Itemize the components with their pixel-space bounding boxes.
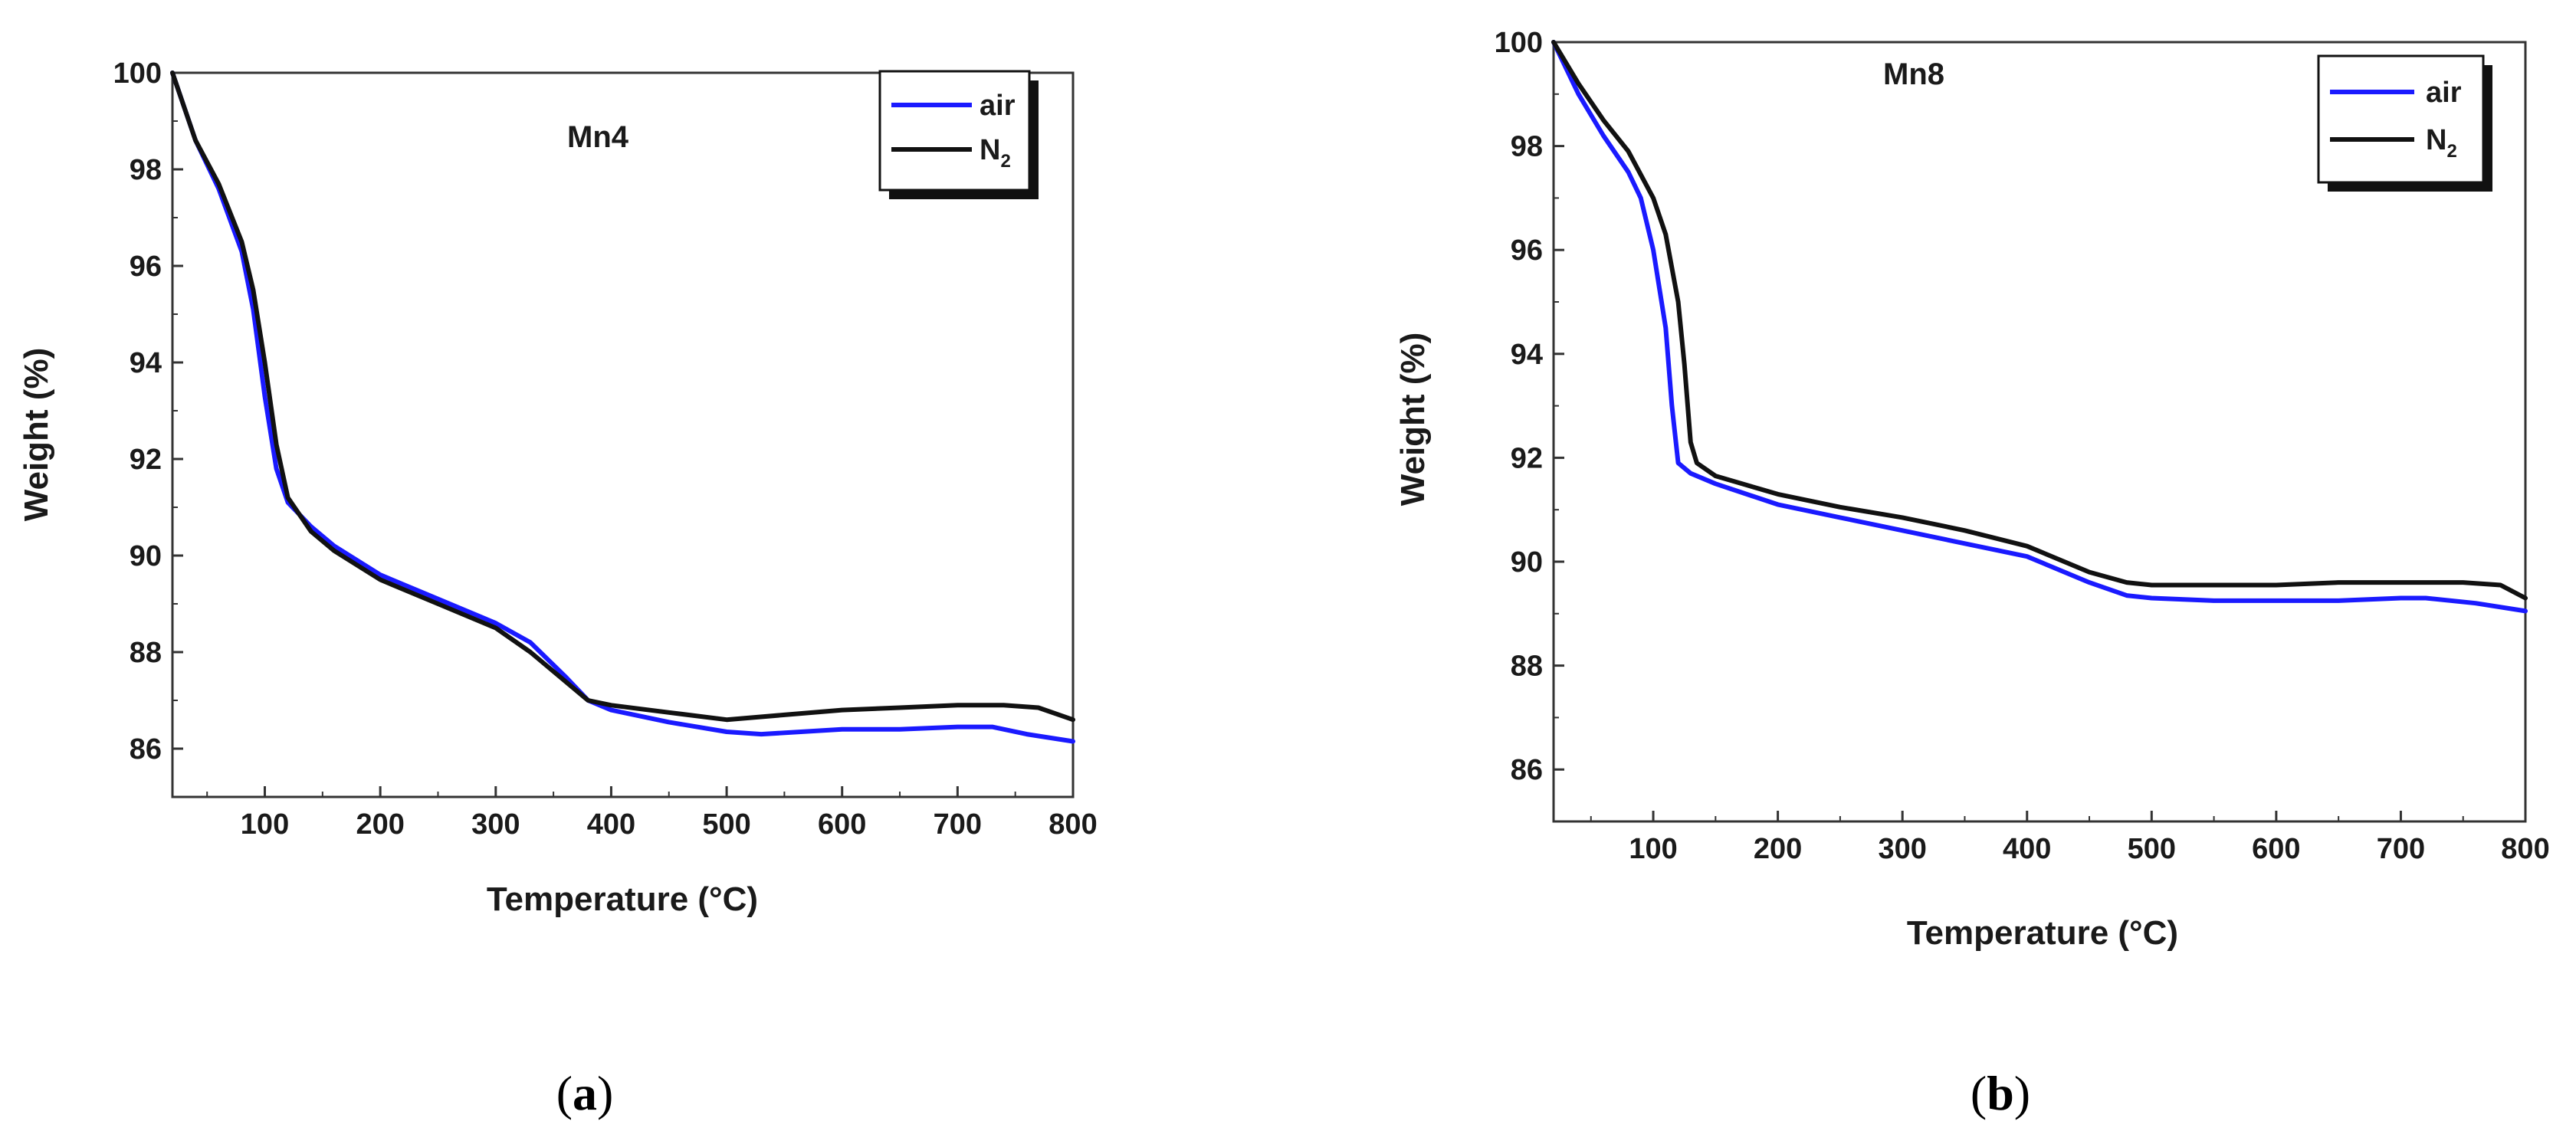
y-axis-ticks: 86 88 90 92 94 96 98 100 xyxy=(1495,27,1564,822)
y-tick-label: 100 xyxy=(1495,27,1543,59)
legend-box xyxy=(2317,54,2485,184)
x-tick-label: 500 xyxy=(702,808,750,841)
panel-caption-a: (a) xyxy=(556,1066,614,1120)
caption-letter: a xyxy=(573,1066,597,1120)
x-axis-ticks: 100 200 300 400 500 600 700 800 xyxy=(206,786,1098,841)
x-axis-ticks: 100 200 300 400 500 600 700 800 xyxy=(1590,811,2550,865)
x-tick-label: 400 xyxy=(2003,833,2051,865)
x-tick-label: 600 xyxy=(818,808,866,841)
plot-frame xyxy=(171,71,1075,798)
x-tick-label: 800 xyxy=(2501,833,2549,865)
legend-label-n2: N2 xyxy=(980,134,1011,172)
chart-panel-b: 100 200 300 400 500 600 700 800 86 88 90 92 94 96 98 1… xyxy=(1394,27,2550,952)
y-tick-label: 96 xyxy=(1511,234,1543,267)
y-axis-label: Weight (%) xyxy=(18,348,55,522)
legend-label-n2-sub: 2 xyxy=(1000,151,1010,172)
caption-paren: ( xyxy=(556,1066,573,1120)
chart-title: Mn8 xyxy=(1883,57,1944,91)
y-tick-label: 86 xyxy=(1511,754,1543,786)
y-tick-label: 90 xyxy=(1511,546,1543,579)
y-tick-label: 88 xyxy=(130,637,162,669)
legend-label-n2-sub: 2 xyxy=(2446,141,2456,162)
y-tick-label: 86 xyxy=(130,733,162,766)
chart-panel-a: 100 200 300 400 500 600 700 800 86 88 90 92 94 96 98 1… xyxy=(18,57,1098,918)
chart-title: Mn4 xyxy=(567,120,629,154)
legend: air N2 xyxy=(878,70,1039,199)
x-tick-label: 600 xyxy=(2252,833,2300,865)
y-tick-label: 94 xyxy=(1511,339,1543,371)
y-tick-label: 100 xyxy=(113,57,162,90)
caption-letter: b xyxy=(1987,1066,2014,1120)
y-tick-label: 98 xyxy=(1511,131,1543,163)
legend: air N2 xyxy=(2317,54,2492,192)
legend-label-n2: N2 xyxy=(2426,124,2457,162)
legend-label-n2-main: N xyxy=(980,134,1000,166)
legend-label-n2-main: N xyxy=(2426,124,2446,156)
x-tick-label: 100 xyxy=(1629,833,1677,865)
x-tick-label: 200 xyxy=(356,808,404,841)
x-tick-label: 800 xyxy=(1048,808,1097,841)
y-tick-label: 88 xyxy=(1511,651,1543,683)
legend-label-air: air xyxy=(980,90,1016,122)
y-tick-label: 92 xyxy=(130,444,162,476)
x-tick-label: 100 xyxy=(241,808,289,841)
x-tick-label: 700 xyxy=(934,808,982,841)
y-tick-label: 98 xyxy=(130,154,162,186)
caption-paren: ) xyxy=(597,1066,613,1120)
series-line-n2 xyxy=(1551,40,2528,601)
data-lines xyxy=(1551,40,2528,614)
y-tick-label: 94 xyxy=(130,347,162,379)
data-lines xyxy=(170,70,1075,744)
caption-paren: ( xyxy=(1971,1066,1987,1120)
y-axis-ticks: 86 88 90 92 94 96 98 100 xyxy=(113,57,183,798)
series-line-air xyxy=(1551,40,2528,614)
x-tick-label: 400 xyxy=(587,808,635,841)
plot-frame xyxy=(1552,41,2527,823)
legend-label-air: air xyxy=(2426,77,2462,109)
x-tick-label: 500 xyxy=(2128,833,2176,865)
series-line-n2 xyxy=(170,70,1075,723)
panel-caption-b: (b) xyxy=(1971,1066,2030,1120)
y-axis-label: Weight (%) xyxy=(1394,333,1432,507)
y-tick-label: 96 xyxy=(130,251,162,283)
y-tick-label: 92 xyxy=(1511,442,1543,474)
x-axis-label: Temperature (°C) xyxy=(1907,914,2178,952)
x-axis-label: Temperature (°C) xyxy=(487,880,758,918)
series-line-air xyxy=(170,70,1075,744)
x-tick-label: 300 xyxy=(1878,833,1926,865)
legend-box xyxy=(878,70,1031,192)
x-tick-label: 200 xyxy=(1754,833,1802,865)
y-tick-label: 90 xyxy=(130,540,162,572)
x-tick-label: 700 xyxy=(2377,833,2425,865)
x-tick-label: 300 xyxy=(471,808,520,841)
caption-paren: ) xyxy=(2014,1066,2030,1120)
